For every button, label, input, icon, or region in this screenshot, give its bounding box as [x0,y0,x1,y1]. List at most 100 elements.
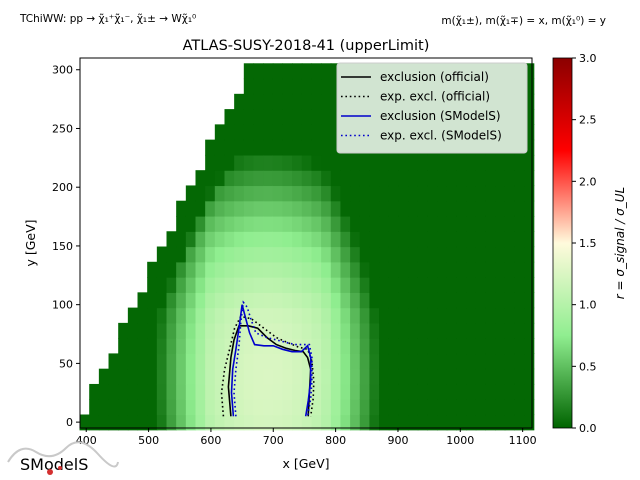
heatmap-cell [156,338,168,355]
heatmap-cell [127,399,139,416]
heatmap-cell [195,322,206,339]
heatmap-cell [379,322,390,339]
heatmap-cell [214,292,226,309]
heatmap-cell [263,124,274,141]
heatmap-cell [272,368,284,385]
colorbar-tick-label: 1.5 [579,237,597,250]
heatmap-cell [166,277,177,293]
heatmap-cell [127,414,139,431]
heatmap-cell [282,322,293,339]
heatmap-cell [485,414,496,431]
heatmap-cell [89,414,100,431]
heatmap-cell [292,93,303,110]
heatmap-cell [475,368,486,385]
heatmap-cell [504,399,515,416]
heatmap-cell [301,353,313,370]
heatmap-cell [369,383,380,400]
heatmap-cell [224,322,235,339]
heatmap-cell [514,261,525,278]
heatmap-cell [359,399,371,416]
heatmap-cell [417,215,429,232]
heatmap-cell [514,368,525,385]
heatmap-cell [514,231,525,248]
heatmap-cell [524,261,535,278]
heatmap-cell [369,170,380,187]
heatmap-cell [272,170,284,187]
heatmap-cell [292,368,303,385]
heatmap-cell [437,170,448,187]
heatmap-cell [205,154,216,171]
heatmap-cell [485,231,496,248]
heatmap-cell [350,215,361,232]
heatmap-cell [524,109,535,125]
heatmap-cell [466,200,477,217]
heatmap-cell [185,231,197,248]
heatmap-cell [98,414,110,431]
x-axis-label: x [GeV] [282,456,329,471]
colorbar-tick-label: 2.5 [579,114,597,127]
heatmap-cell [340,246,351,263]
heatmap-cell [292,292,303,309]
heatmap-cell [485,246,496,263]
heatmap-cell [408,200,419,217]
heatmap-cell [524,338,535,355]
heatmap-cell [446,307,458,324]
heatmap-cell [417,277,429,293]
heatmap-cell [243,338,255,355]
heatmap-cell [466,261,477,278]
heatmap-cell [205,338,216,355]
heatmap-cell [388,215,400,232]
heatmap-cell [427,399,438,416]
heatmap-cell [311,307,322,324]
heatmap-cell [340,170,351,187]
heatmap-cell [388,399,400,416]
heatmap-cell [292,200,303,217]
heatmap-cell [321,154,332,171]
heatmap-cell [495,261,506,278]
heatmap-cell [379,261,390,278]
heatmap-cell [292,246,303,263]
heatmap-cell [495,185,506,202]
heatmap-cell [321,307,332,324]
heatmap-cell [466,277,477,293]
heatmap-cell [437,353,448,370]
heatmap-cell [437,399,448,416]
heatmap-cell [147,292,158,309]
heatmap-cell [408,399,419,416]
heatmap-cell [292,277,303,293]
heatmap-cell [263,368,274,385]
heatmap-cell [446,399,458,416]
heatmap-cell [495,246,506,263]
heatmap-cell [485,338,496,355]
heatmap-cell [524,353,535,370]
heatmap-cell [350,246,361,263]
heatmap-cell [408,185,419,202]
heatmap-cell [272,215,284,232]
heatmap-cell [330,154,342,171]
heatmap-cell [388,322,400,339]
heatmap-cell [495,322,506,339]
heatmap-cell [427,338,438,355]
heatmap-cell [475,338,486,355]
heatmap-cell [127,322,139,339]
heatmap-cell [156,399,168,416]
heatmap-cell [514,322,525,339]
heatmap-cell [466,353,477,370]
heatmap-cell [205,307,216,324]
heatmap-cell [195,215,206,232]
heatmap-cell [504,368,515,385]
heatmap-cell [330,414,342,431]
heatmap-cell [427,307,438,324]
heatmap-cell [359,154,371,171]
heatmap-cell [514,215,525,232]
heatmap-cell [485,215,496,232]
heatmap-cell [234,170,245,187]
heatmap-cell [147,322,158,339]
heatmap-cell [330,322,342,339]
heatmap-cell [166,322,177,339]
heatmap-cell [282,63,293,80]
heatmap-cell [311,399,322,416]
heatmap-cell [195,368,206,385]
heatmap-cell [456,200,467,217]
contour-exclusion-official [227,325,312,417]
